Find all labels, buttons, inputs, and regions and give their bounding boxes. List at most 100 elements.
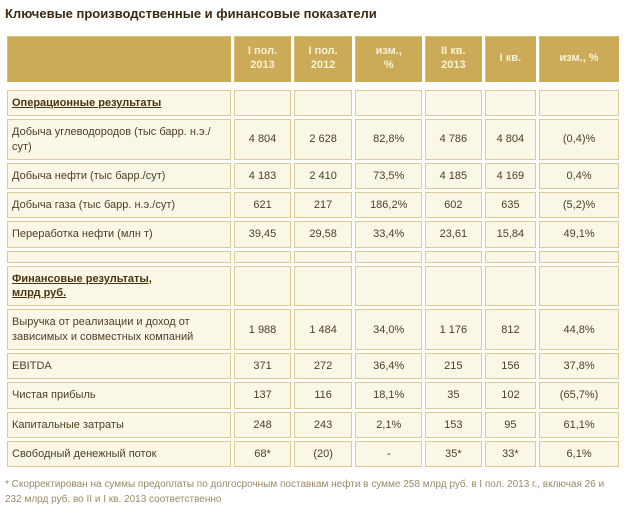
value-cell: 102	[484, 382, 537, 409]
value-cell: (0,4)%	[539, 119, 619, 160]
value-cell: 1 176	[425, 309, 482, 350]
empty-cell	[539, 265, 619, 307]
empty-cell	[355, 90, 423, 117]
empty-cell	[355, 250, 423, 263]
value-cell: 186,2%	[355, 192, 423, 219]
empty-cell	[234, 250, 291, 263]
value-cell: 61,1%	[539, 411, 619, 438]
table-row: Капитальные затраты 248 243 2,1% 153 95 …	[7, 411, 619, 438]
column-header-change-quarter: изм., %	[539, 36, 619, 82]
value-cell: -	[355, 440, 423, 468]
header-row: I пол. 2013 I пол. 2012 изм., % II кв. 2…	[7, 36, 619, 82]
value-cell: (5,2)%	[539, 192, 619, 219]
value-cell: 95	[484, 411, 537, 438]
value-cell: 602	[425, 192, 482, 219]
value-cell: (65,7%)	[539, 382, 619, 409]
value-cell: 37,8%	[539, 352, 619, 380]
table-row: Чистая прибыль 137 116 18,1% 35 102 (65,…	[7, 382, 619, 409]
empty-cell	[425, 90, 482, 117]
section-header: Операционные результаты	[7, 90, 232, 117]
empty-cell	[293, 90, 353, 117]
empty-cell	[425, 265, 482, 307]
value-cell: 33*	[484, 440, 537, 468]
value-cell: 4 185	[425, 162, 482, 190]
page-title: Ключевые производственные и финансовые п…	[5, 6, 377, 21]
section-row-financial: Финансовые результаты, млрд руб.	[7, 265, 619, 307]
value-cell: 4 786	[425, 119, 482, 160]
value-cell: 35*	[425, 440, 482, 468]
value-cell: 116	[293, 382, 353, 409]
empty-cell	[293, 265, 353, 307]
table-row: Выручка от реализации и доход от зависим…	[7, 309, 619, 350]
value-cell: 4 804	[234, 119, 291, 160]
section-row-operational: Операционные результаты	[7, 90, 619, 117]
value-cell: (20)	[293, 440, 353, 468]
empty-cell	[7, 250, 232, 263]
empty-cell	[234, 265, 291, 307]
value-cell: 82,8%	[355, 119, 423, 160]
row-label: EBITDA	[7, 352, 232, 380]
row-label: Капитальные затраты	[7, 411, 232, 438]
value-cell: 0,4%	[539, 162, 619, 190]
value-cell: 6,1%	[539, 440, 619, 468]
table-row: Добыча углеводородов (тыс барр. н.э./сут…	[7, 119, 619, 160]
column-header-change-half: изм., %	[355, 36, 423, 82]
value-cell: 73,5%	[355, 162, 423, 190]
value-cell: 272	[293, 352, 353, 380]
column-header-h1-2013: I пол. 2013	[234, 36, 291, 82]
kpi-table: I пол. 2013 I пол. 2012 изм., % II кв. 2…	[4, 33, 622, 470]
value-cell: 812	[484, 309, 537, 350]
value-cell: 35	[425, 382, 482, 409]
header-gap-cell	[7, 85, 619, 87]
value-cell: 156	[484, 352, 537, 380]
value-cell: 18,1%	[355, 382, 423, 409]
column-header-empty	[7, 36, 232, 82]
row-label: Добыча газа (тыс барр. н.э./сут)	[7, 192, 232, 219]
value-cell: 215	[425, 352, 482, 380]
empty-cell	[355, 265, 423, 307]
header-gap-row	[7, 85, 619, 87]
value-cell: 4 169	[484, 162, 537, 190]
table-row: Добыча нефти (тыс барр./сут) 4 183 2 410…	[7, 162, 619, 190]
value-cell: 1 988	[234, 309, 291, 350]
empty-cell	[425, 250, 482, 263]
column-header-q1: I кв.	[484, 36, 537, 82]
value-cell: 15,84	[484, 221, 537, 248]
value-cell: 44,8%	[539, 309, 619, 350]
row-label: Выручка от реализации и доход от зависим…	[7, 309, 232, 350]
value-cell: 621	[234, 192, 291, 219]
value-cell: 2 410	[293, 162, 353, 190]
value-cell: 2 628	[293, 119, 353, 160]
row-label: Переработка нефти (млн т)	[7, 221, 232, 248]
value-cell: 217	[293, 192, 353, 219]
empty-cell	[539, 250, 619, 263]
value-cell: 153	[425, 411, 482, 438]
value-cell: 371	[234, 352, 291, 380]
table-row: EBITDA 371 272 36,4% 215 156 37,8%	[7, 352, 619, 380]
row-label: Свободный денежный поток	[7, 440, 232, 468]
value-cell: 49,1%	[539, 221, 619, 248]
value-cell: 33,4%	[355, 221, 423, 248]
value-cell: 34,0%	[355, 309, 423, 350]
value-cell: 1 484	[293, 309, 353, 350]
column-header-q2-2013: II кв. 2013	[425, 36, 482, 82]
value-cell: 36,4%	[355, 352, 423, 380]
empty-cell	[234, 90, 291, 117]
table-row: Добыча газа (тыс барр. н.э./сут) 621 217…	[7, 192, 619, 219]
row-label: Чистая прибыль	[7, 382, 232, 409]
value-cell: 4 804	[484, 119, 537, 160]
row-label: Добыча углеводородов (тыс барр. н.э./сут…	[7, 119, 232, 160]
section-header: Финансовые результаты, млрд руб.	[7, 265, 232, 307]
empty-cell	[484, 90, 537, 117]
value-cell: 243	[293, 411, 353, 438]
value-cell: 23,61	[425, 221, 482, 248]
empty-cell	[539, 90, 619, 117]
empty-cell	[484, 250, 537, 263]
value-cell: 29,58	[293, 221, 353, 248]
row-label: Добыча нефти (тыс барр./сут)	[7, 162, 232, 190]
value-cell: 137	[234, 382, 291, 409]
value-cell: 2,1%	[355, 411, 423, 438]
empty-cell	[484, 265, 537, 307]
spacer-row	[7, 250, 619, 263]
